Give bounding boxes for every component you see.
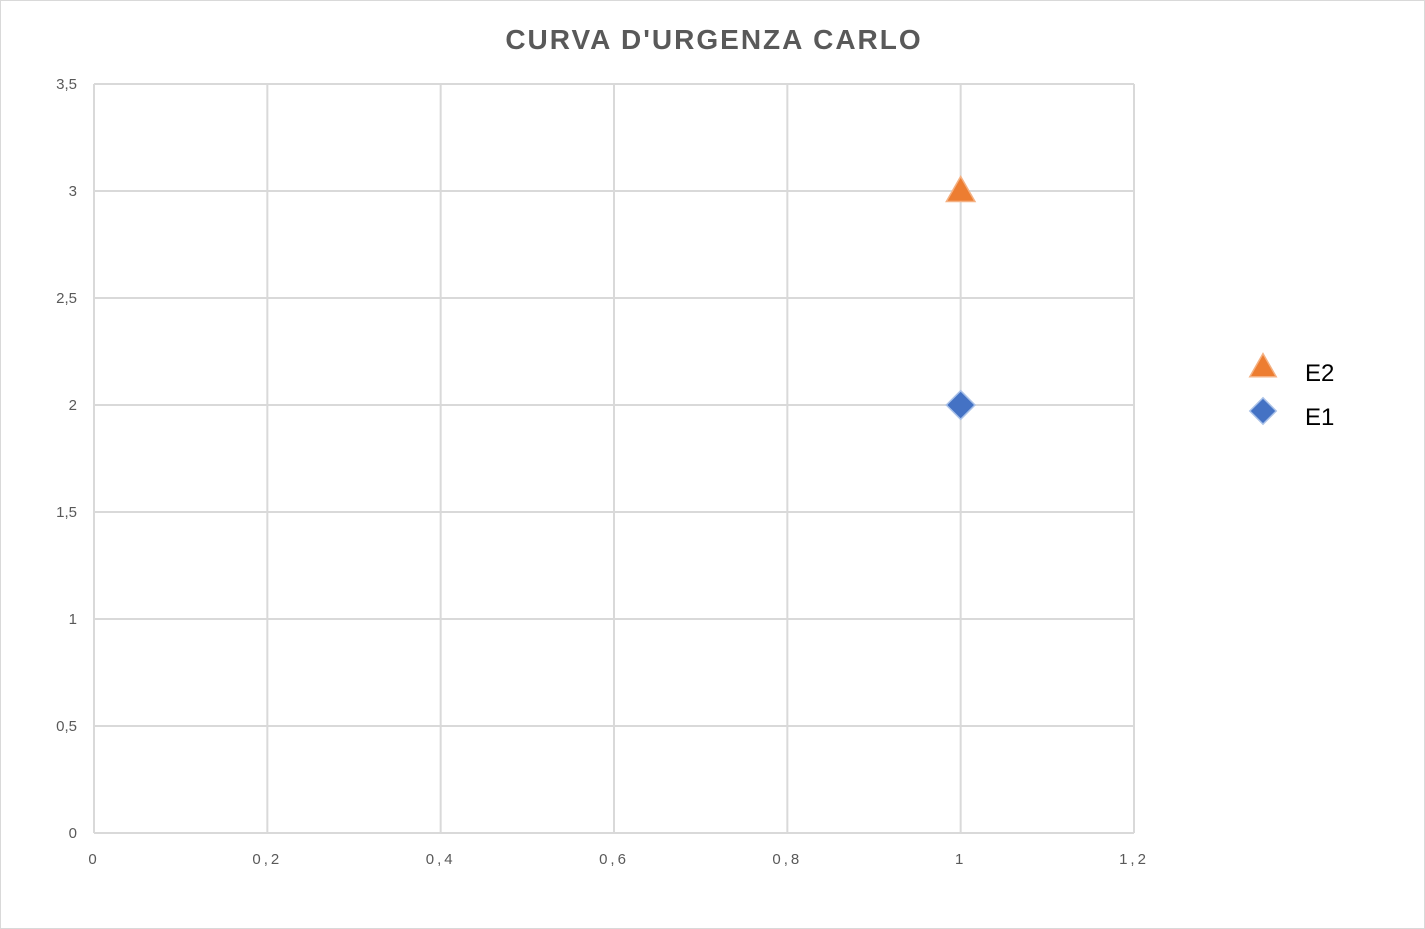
legend-marker-e2: [1248, 352, 1278, 378]
x-tick-label: 0: [88, 851, 99, 868]
grid: [93, 83, 1135, 834]
y-tick-label: 1,5: [56, 504, 77, 521]
legend-label: E2: [1305, 360, 1334, 387]
chart-title: CURVA D'URGENZA CARLO: [505, 24, 922, 55]
e1-data-point: [945, 389, 977, 421]
x-tick-label: 1,2: [1119, 851, 1149, 868]
y-axis-ticks: 0 0,5 1 1,5 2 2,5 3 3,5: [56, 76, 77, 842]
y-tick-label: 1: [69, 611, 77, 628]
x-tick-label: 0,8: [772, 851, 802, 868]
y-tick-label: 2,5: [56, 290, 77, 307]
y-tick-label: 0,5: [56, 718, 77, 735]
y-tick-label: 0: [69, 825, 77, 842]
x-axis-ticks: 0 0,2 0,4 0,6 0,8 1 1,2: [88, 851, 1149, 868]
e2-data-point: [945, 174, 977, 203]
legend-label: E1: [1305, 404, 1334, 431]
legend: E2 E1: [1248, 352, 1334, 431]
y-tick-label: 3,5: [56, 76, 77, 93]
x-tick-label: 0,2: [252, 851, 282, 868]
y-tick-label: 3: [69, 183, 77, 200]
legend-marker-e1: [1248, 396, 1278, 426]
y-tick-label: 2: [69, 397, 77, 414]
data-points: [945, 174, 977, 421]
x-tick-label: 0,4: [426, 851, 456, 868]
x-tick-label: 1: [955, 851, 966, 868]
x-tick-label: 0,6: [599, 851, 629, 868]
